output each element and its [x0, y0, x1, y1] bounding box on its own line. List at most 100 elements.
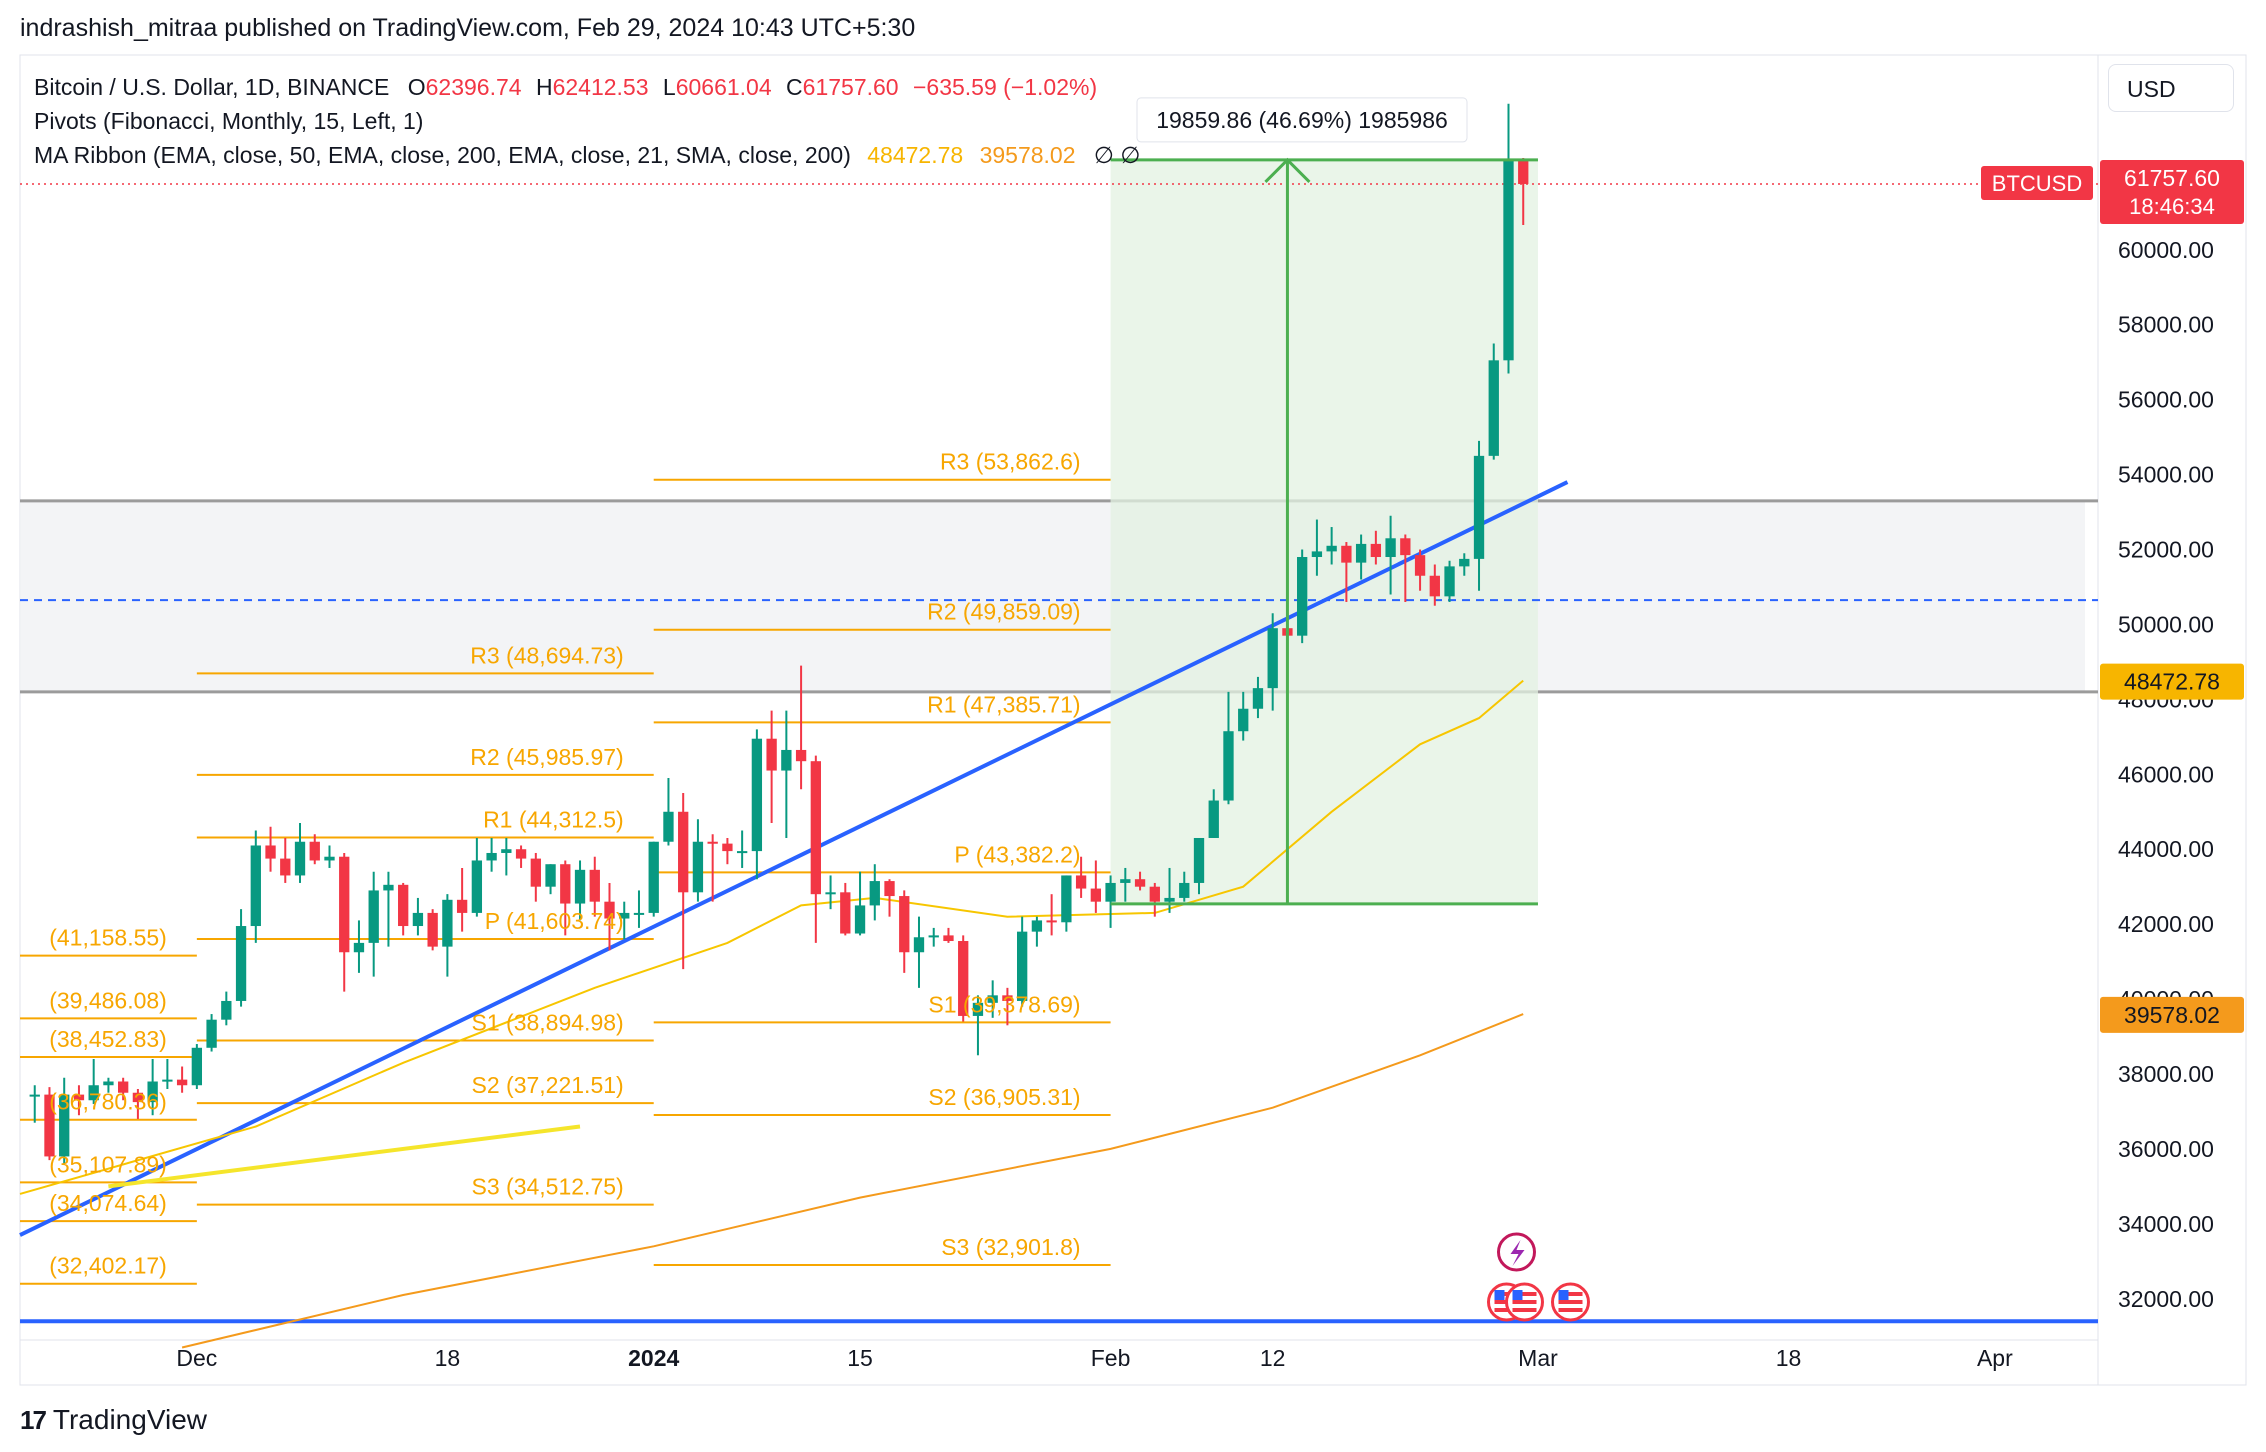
candle-body	[825, 892, 836, 895]
candle	[1414, 549, 1426, 591]
high-value: 62412.53	[552, 74, 649, 100]
candle	[1223, 691, 1234, 805]
candle-body	[412, 912, 424, 927]
candle	[176, 1066, 188, 1093]
last-price-tag-bg	[2100, 159, 2244, 224]
candle	[1031, 916, 1043, 947]
flag-stripe	[1512, 1308, 1537, 1312]
candle-body	[368, 890, 379, 943]
ascending-trendline	[19, 480, 1569, 1237]
time-axis-tick: Dec	[176, 1345, 217, 1371]
time-axis-tick: Feb	[1091, 1345, 1131, 1371]
candle-body	[648, 841, 659, 913]
pivot-level-label: R1 (44,312.5)	[483, 807, 624, 833]
price-axis-tick: 54000.00	[2118, 462, 2214, 488]
candle-body	[1385, 538, 1396, 558]
candle-body	[103, 1081, 114, 1086]
candle-body	[118, 1081, 129, 1093]
candle	[353, 920, 365, 973]
symbol-tag-text: BTCUSD	[1992, 171, 2082, 196]
flag-stripe	[1558, 1300, 1583, 1304]
time-axis-tick: 15	[847, 1345, 873, 1371]
candle	[1341, 542, 1352, 602]
pivot-level-label: (38,452.83)	[49, 1026, 167, 1052]
last-price-value: 61757.60	[2124, 165, 2220, 191]
candle	[1061, 875, 1072, 932]
candle	[1503, 103, 1514, 374]
candle-body	[1179, 882, 1190, 898]
candle-body	[176, 1079, 188, 1086]
candle	[1016, 916, 1028, 1007]
candle	[29, 1085, 40, 1123]
candle-body	[1355, 543, 1367, 563]
candle	[1120, 867, 1131, 902]
legend-pivots-row: Pivots (Fibonacci, Monthly, 15, Left, 1)	[34, 108, 424, 134]
candle-body	[722, 843, 733, 852]
candle-body	[1400, 538, 1411, 556]
candle-body	[958, 941, 969, 1016]
time-axis-tick: 18	[1776, 1345, 1802, 1371]
range-label-text: 19859.86 (46.69%) 1985986	[1156, 107, 1448, 133]
candle-body	[987, 995, 998, 1003]
change-value: −635.59 (−1.02%)	[912, 74, 1098, 100]
candle	[560, 860, 571, 936]
candle-body	[442, 899, 453, 947]
candle	[206, 1014, 217, 1052]
candle-body	[486, 852, 497, 861]
candle	[1252, 676, 1264, 719]
price-axis-tick: 44000.00	[2118, 836, 2214, 862]
candle	[736, 830, 748, 868]
currency-selector[interactable]: USD	[2108, 64, 2234, 112]
pivot-level-label: P (41,603.74)	[485, 908, 624, 934]
open-label: O	[407, 74, 426, 100]
time-axis-tick: 12	[1260, 1345, 1286, 1371]
candle-body	[73, 1094, 85, 1101]
candle	[928, 927, 939, 947]
ma-drawn-segment	[108, 1124, 581, 1189]
candle	[294, 823, 306, 883]
candle-body	[1164, 897, 1175, 902]
price-axis-tick: 56000.00	[2118, 387, 2214, 413]
flag-stripe	[1512, 1292, 1537, 1296]
close-value: 61757.60	[802, 74, 899, 100]
candle	[265, 826, 276, 872]
candle-body	[1326, 545, 1337, 552]
ma-ribbon-name: MA Ribbon (EMA, close, 50, EMA, close, 2…	[34, 142, 851, 168]
candle	[1444, 560, 1455, 602]
price-axis-tick: 42000.00	[2118, 911, 2214, 937]
candle-body	[1046, 920, 1057, 923]
tradingview-brand: TradingView	[52, 1404, 208, 1435]
price-axis-tick: 46000.00	[2118, 761, 2214, 787]
candle-body	[88, 1085, 99, 1101]
ma-fast-price-tag-text: 48472.78	[2124, 669, 2220, 695]
candle	[1326, 527, 1337, 565]
pivot-level-label: S1 (39,378.69)	[928, 991, 1080, 1017]
candle	[132, 1088, 144, 1119]
time-axis-tick: 2024	[628, 1345, 679, 1371]
candle	[383, 871, 394, 947]
candle	[235, 909, 247, 1007]
published-byline: indrashish_mitraa published on TradingVi…	[20, 14, 916, 42]
candle	[1473, 440, 1485, 591]
candle	[1208, 789, 1219, 838]
time-axis-tick: Apr	[1977, 1345, 2013, 1371]
candle-body	[265, 845, 276, 859]
candle	[707, 834, 718, 902]
candle-body	[943, 935, 954, 942]
flag-canton	[1494, 1290, 1505, 1300]
candle	[1046, 894, 1057, 936]
pivot-level-label: S2 (36,905.31)	[928, 1084, 1080, 1110]
candle	[678, 793, 689, 970]
lightning-icon	[1510, 1240, 1525, 1266]
candle-body	[913, 937, 925, 953]
price-axis-tick: 32000.00	[2118, 1286, 2214, 1312]
pivot-level-label: (35,107.89)	[49, 1151, 167, 1177]
candle-body	[1311, 551, 1323, 558]
candle-body	[736, 851, 748, 854]
candle	[412, 897, 424, 936]
ma-ribbon-fast-line	[19, 679, 1524, 1195]
earnings-event-icon	[1496, 1232, 1536, 1272]
pivot-level-label: (34,074.64)	[49, 1190, 167, 1216]
candle	[1429, 564, 1440, 606]
